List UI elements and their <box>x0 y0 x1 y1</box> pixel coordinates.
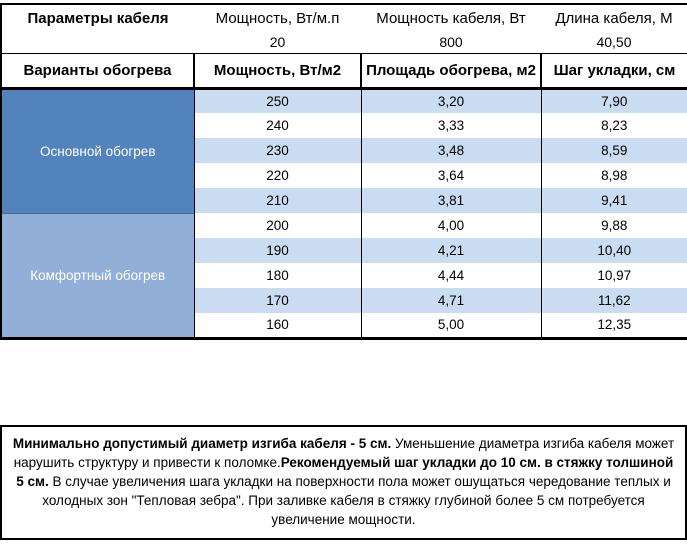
value-power-per-meter: 20 <box>194 32 361 54</box>
cell-area: 3,20 <box>360 88 541 113</box>
cell-power: 240 <box>193 113 361 138</box>
cell-step: 9,88 <box>540 213 687 238</box>
cell-step: 8,23 <box>540 113 687 138</box>
cell-area: 4,71 <box>360 288 541 313</box>
cable-params-title: Параметры кабеля <box>27 10 169 27</box>
table-row: 210 3,81 9,41 <box>1 188 687 213</box>
label-cable-power: Мощность кабеля, Вт <box>376 10 526 27</box>
cell-power: 160 <box>193 313 361 338</box>
table-row: 180 4,44 10,97 <box>1 263 687 288</box>
note-segment: Уменьшение диаметра изгиба кабеля может … <box>13 435 675 470</box>
table-row: Основной обогрев 250 3,20 7,90 <box>1 88 687 213</box>
cell-step: 12,35 <box>540 313 687 338</box>
table-row: 190 4,21 10,40 <box>1 238 687 263</box>
cell-area: 3,33 <box>360 113 541 138</box>
label-power-per-meter: Мощность, Вт/м.п <box>215 10 340 27</box>
cell-power: 180 <box>193 263 361 288</box>
value-cable-power: 800 <box>361 32 541 54</box>
cell-step: 10,97 <box>540 263 687 288</box>
heating-table-header-row: Варианты обогрева Мощность, Вт/м2 Площад… <box>1 53 687 90</box>
cell-area: 4,00 <box>360 213 541 238</box>
note-segment-bold: Минимально допустимый диаметр изгиба каб… <box>12 435 392 451</box>
header-area: Площадь обогрева, м2 <box>360 53 541 90</box>
cell-power: 190 <box>193 238 361 263</box>
cell-step: 8,98 <box>540 163 687 188</box>
table-row: Комфортный обогрев 200 4,00 9,88 <box>1 212 687 338</box>
cell-power: 250 <box>193 88 361 113</box>
cell-step: 10,40 <box>540 238 687 263</box>
cable-params-label-row: Параметры кабеля Мощность, Вт/м.п Мощнос… <box>1 4 687 32</box>
cell-step: 9,41 <box>540 188 687 213</box>
table-row: 220 3,64 8,98 <box>1 163 687 188</box>
cell-area: 3,64 <box>360 163 541 188</box>
table-row: 230 3,48 8,59 <box>1 138 687 163</box>
cell-area: 4,44 <box>360 263 541 288</box>
table-row: 240 3,33 8,23 <box>1 113 687 138</box>
cable-params-value-row: 20 800 40,50 <box>1 32 687 54</box>
empty-cell <box>1 32 194 54</box>
cell-power: 230 <box>193 138 361 163</box>
cell-power: 200 <box>193 213 361 238</box>
cell-step: 11,62 <box>540 288 687 313</box>
cell-power: 210 <box>193 188 361 213</box>
header-power: Мощность, Вт/м2 <box>193 53 361 90</box>
note-segment: В случае увеличения шага укладки на пове… <box>42 473 671 527</box>
header-variant: Варианты обогрева <box>1 53 194 90</box>
group-label-comfort-heating: Комфортный обогрев <box>1 212 194 338</box>
cell-power: 170 <box>193 288 361 313</box>
note-segment-bold: Рекомендуемый шаг укладки до 10 см. в ст… <box>16 454 674 489</box>
cell-area: 3,48 <box>360 138 541 163</box>
group-label-main-heating: Основной обогрев <box>1 88 194 213</box>
cell-area: 5,00 <box>360 313 541 338</box>
table-row: 160 5,00 12,35 <box>1 313 687 338</box>
label-cable-length: Длина кабеля, М <box>555 10 673 27</box>
heating-cable-table: Параметры кабеля Мощность, Вт/м.п Мощнос… <box>0 3 687 340</box>
note-block: Минимально допустимый диаметр изгиба каб… <box>0 424 687 540</box>
table-row: 170 4,71 11,62 <box>1 288 687 313</box>
header-step: Шаг укладки, см <box>540 53 687 90</box>
value-cable-length: 40,50 <box>541 32 687 54</box>
cell-step: 8,59 <box>540 138 687 163</box>
cell-step: 7,90 <box>540 88 687 113</box>
cell-area: 3,81 <box>360 188 541 213</box>
cell-power: 220 <box>193 163 361 188</box>
cell-area: 4,21 <box>360 238 541 263</box>
